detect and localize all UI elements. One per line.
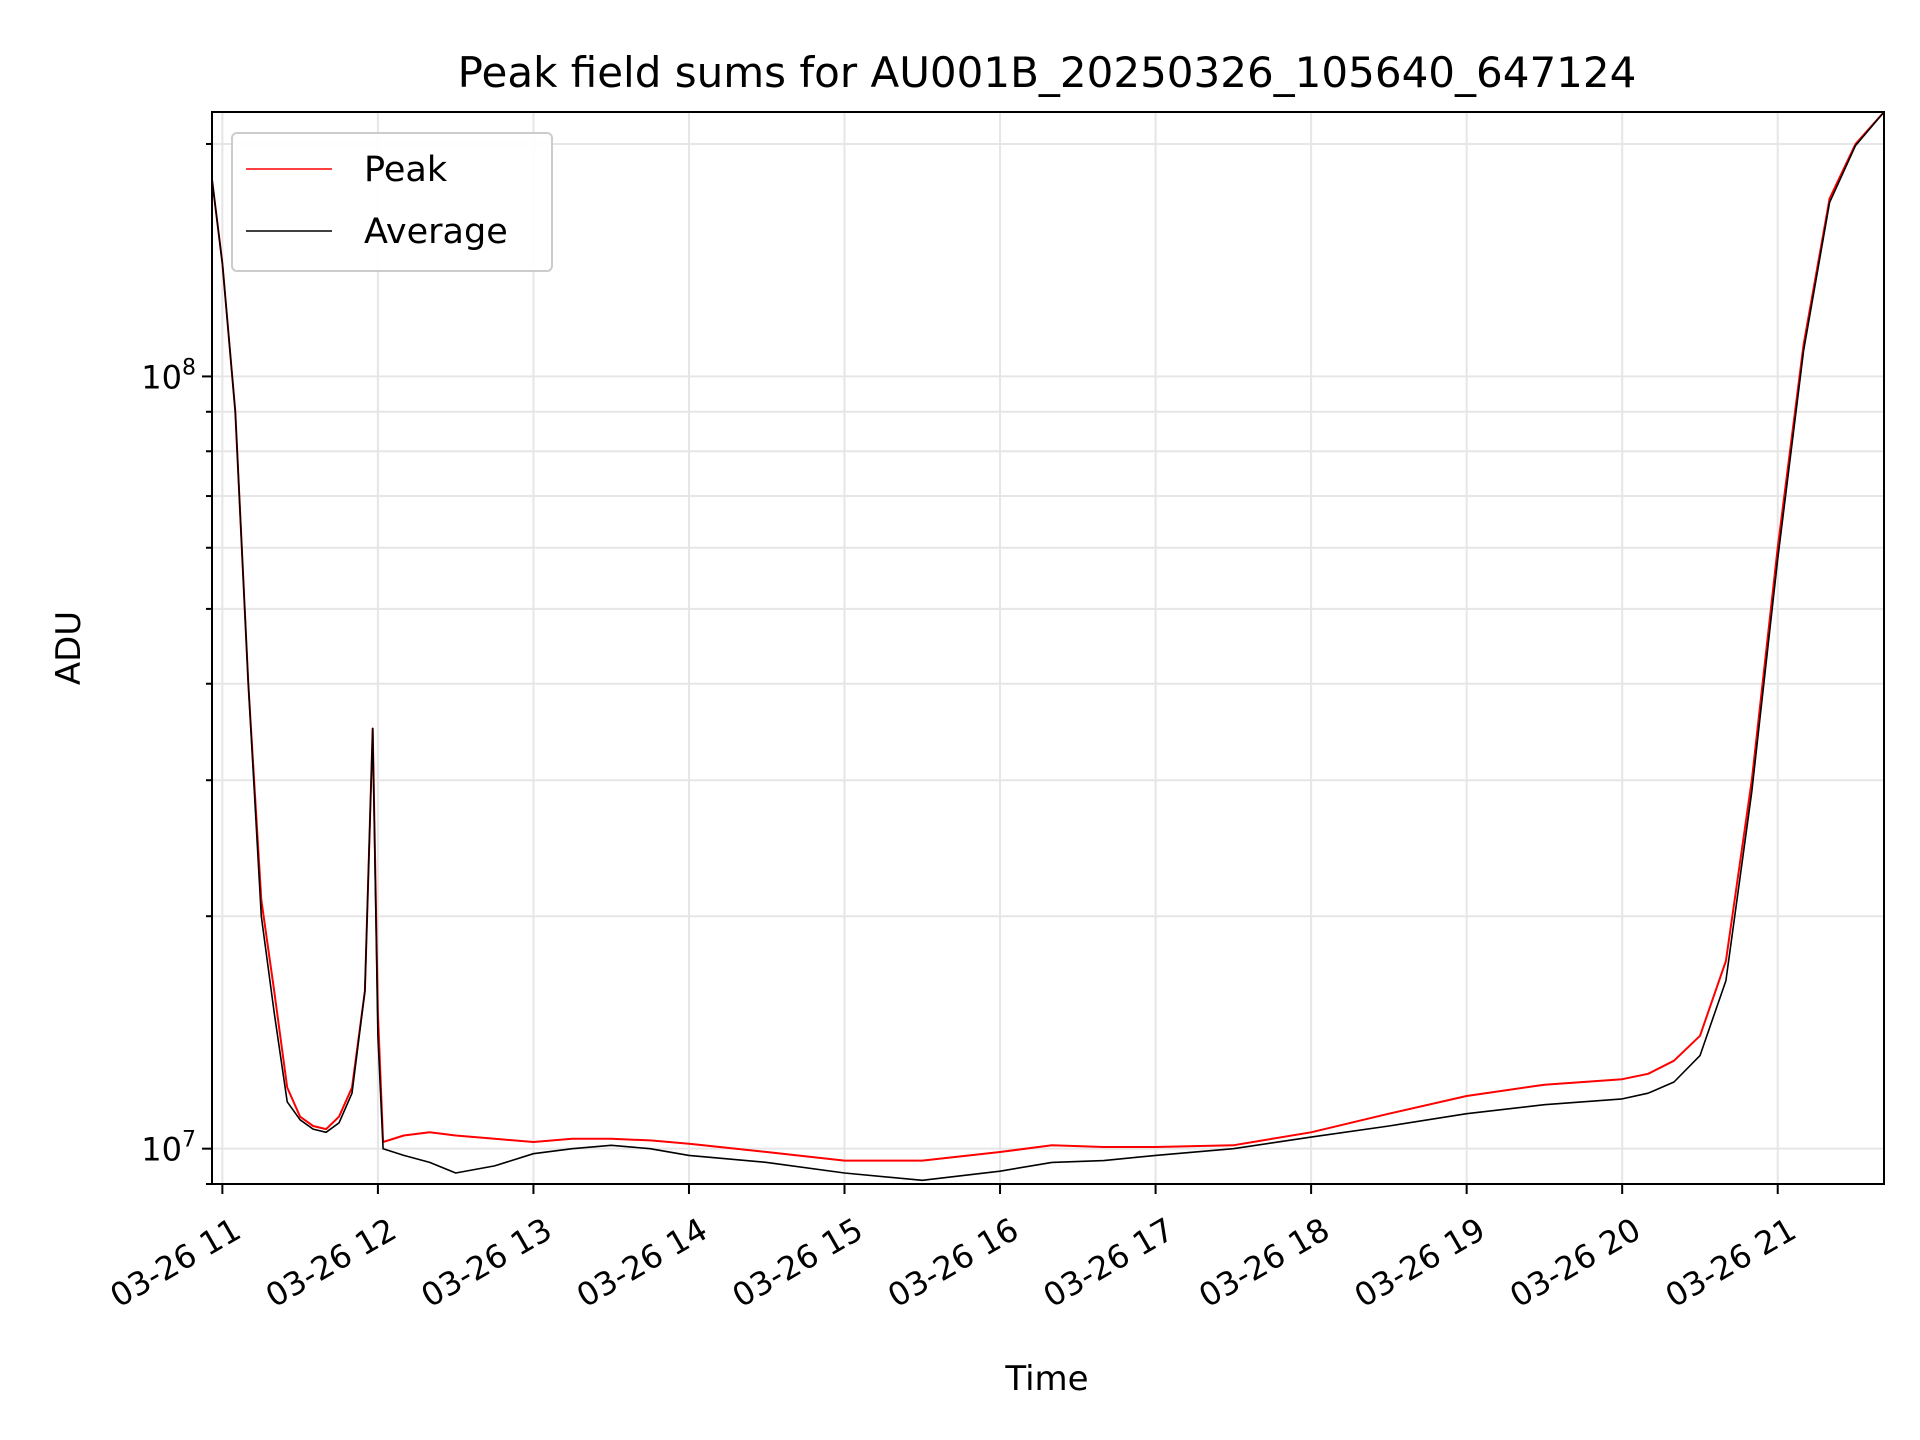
x-tick-label: 03-26 19	[1348, 1210, 1492, 1315]
legend: Peak Average	[231, 132, 553, 272]
x-tick-label: 03-26 17	[1037, 1210, 1181, 1315]
x-tick-label: 03-26 13	[415, 1210, 559, 1315]
x-tick-label: 03-26 16	[881, 1210, 1025, 1315]
y-tick-label: 108	[141, 355, 196, 396]
x-tick-label: 03-26 18	[1192, 1210, 1336, 1315]
x-tick-label: 03-26 21	[1659, 1210, 1803, 1315]
x-tick-label: 03-26 11	[104, 1210, 248, 1315]
series-line-peak	[211, 111, 1885, 1162]
x-tick-label: 03-26 15	[726, 1210, 870, 1315]
chart-title: Peak field sums for AU001B_20250326_1056…	[458, 48, 1637, 97]
series-line-average	[211, 111, 1885, 1182]
series-lines	[211, 111, 1885, 1182]
y-axis-ticks: 107 108	[141, 142, 212, 1185]
x-tick-label: 03-26 14	[570, 1210, 714, 1315]
x-axis-label: Time	[1004, 1359, 1088, 1399]
legend-label-peak: Peak	[364, 150, 448, 190]
legend-box	[231, 132, 553, 272]
y-axis-label: ADU	[49, 611, 89, 685]
x-tick-label: 03-26 20	[1503, 1210, 1647, 1315]
y-tick-label: 107	[141, 1128, 196, 1169]
x-axis-ticks: 03-26 11 03-26 12 03-26 13 03-26 14 03-26 15…	[104, 1184, 1803, 1315]
grid-lines	[212, 112, 1884, 1185]
plot-frame	[211, 111, 1885, 1185]
legend-label-average: Average	[364, 212, 508, 252]
x-tick-label: 03-26 12	[259, 1210, 403, 1315]
